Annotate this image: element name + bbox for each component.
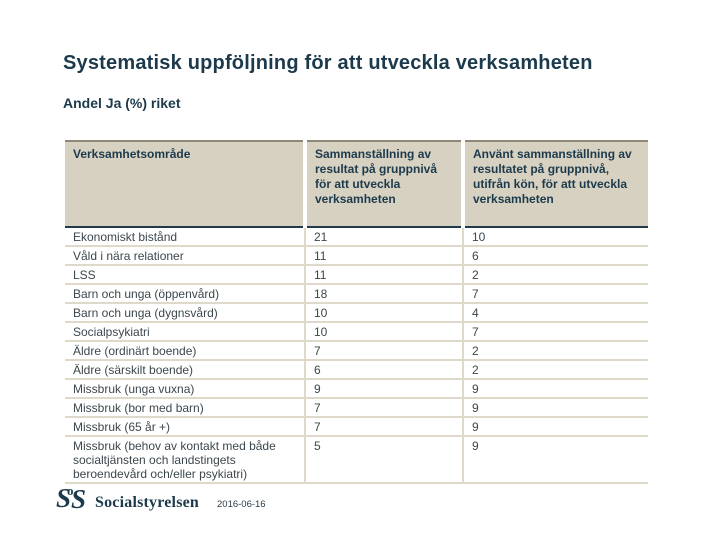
cell-area: Barn och unga (dygnsvård) — [65, 303, 306, 323]
cell-area: LSS — [65, 265, 306, 285]
cell-value-gruppniva: 10 — [305, 322, 464, 342]
cell-value-kon: 2 — [463, 360, 648, 380]
cell-value-kon: 7 — [463, 322, 648, 342]
table-row: Missbruk (65 år +) 7 9 — [65, 417, 648, 437]
cell-value-gruppniva: 9 — [305, 379, 464, 399]
table-row: Ekonomiskt bistånd 21 10 — [65, 227, 648, 247]
cell-value-gruppniva: 7 — [305, 341, 464, 361]
table-row: Missbruk (behov av kontakt med både soci… — [65, 436, 648, 484]
svg-text:S: S — [56, 483, 71, 512]
cell-area: Äldre (särskilt boende) — [65, 360, 306, 380]
cell-value-kon: 2 — [463, 265, 648, 285]
cell-value-kon: 6 — [463, 246, 648, 266]
cell-value-gruppniva: 11 — [305, 265, 464, 285]
cell-value-gruppniva: 11 — [305, 246, 464, 266]
table-row: LSS 11 2 — [65, 265, 648, 285]
cell-value-gruppniva: 6 — [305, 360, 464, 380]
cell-area: Äldre (ordinärt boende) — [65, 341, 306, 361]
cell-value-kon: 7 — [463, 284, 648, 304]
table-row: Missbruk (unga vuxna) 9 9 — [65, 379, 648, 399]
cell-value-kon: 9 — [463, 379, 648, 399]
cell-value-gruppniva: 21 — [305, 227, 464, 247]
table-body: Ekonomiskt bistånd 21 10 Våld i nära rel… — [65, 227, 648, 484]
cell-area: Missbruk (bor med barn) — [65, 398, 306, 418]
cell-value-gruppniva: 7 — [305, 398, 464, 418]
column-header-sammanstallning: Sammanställning av resultat på gruppnivå… — [305, 140, 465, 228]
cell-value-kon: 9 — [463, 417, 648, 437]
cell-area: Ekonomiskt bistånd — [65, 227, 306, 247]
slide-title: Systematisk uppföljning för att utveckla… — [63, 52, 593, 74]
table-row: Missbruk (bor med barn) 7 9 — [65, 398, 648, 418]
table-row: Våld i nära relationer 11 6 — [65, 246, 648, 266]
svg-text:o: o — [67, 483, 74, 498]
cell-value-kon: 9 — [463, 398, 648, 418]
slide-date: 2016-06-16 — [217, 499, 266, 510]
table-header-row: Verksamhetsområde Sammanställning av res… — [65, 140, 648, 228]
cell-value-gruppniva: 7 — [305, 417, 464, 437]
cell-value-gruppniva: 5 — [305, 436, 464, 484]
table-row: Äldre (ordinärt boende) 7 2 — [65, 341, 648, 361]
svg-text:S: S — [71, 484, 86, 512]
cell-value-kon: 4 — [463, 303, 648, 323]
cell-value-kon: 2 — [463, 341, 648, 361]
cell-area: Missbruk (unga vuxna) — [65, 379, 306, 399]
cell-area: Missbruk (65 år +) — [65, 417, 306, 437]
slide-subtitle: Andel Ja (%) riket — [63, 95, 181, 111]
cell-area: Socialpsykiatri — [65, 322, 306, 342]
column-header-verksamhetsomrade: Verksamhetsområde — [65, 140, 307, 228]
table-row: Socialpsykiatri 10 7 — [65, 322, 648, 342]
cell-area: Våld i nära relationer — [65, 246, 306, 266]
table-row: Äldre (särskilt boende) 6 2 — [65, 360, 648, 380]
socialstyrelsen-wordmark: Socialstyrelsen — [95, 494, 200, 511]
cell-area: Missbruk (behov av kontakt med både soci… — [65, 436, 306, 484]
cell-value-kon: 10 — [463, 227, 648, 247]
column-header-anvant-sammanstallning: Använt sammanställning av resultatet på … — [463, 140, 648, 228]
table-row: Barn och unga (öppenvård) 18 7 — [65, 284, 648, 304]
cell-area: Barn och unga (öppenvård) — [65, 284, 306, 304]
cell-value-kon: 9 — [463, 436, 648, 484]
socialstyrelsen-logo-icon: S o S — [56, 483, 86, 512]
results-table: Verksamhetsområde Sammanställning av res… — [65, 140, 648, 484]
cell-value-gruppniva: 18 — [305, 284, 464, 304]
cell-value-gruppniva: 10 — [305, 303, 464, 323]
table-row: Barn och unga (dygnsvård) 10 4 — [65, 303, 648, 323]
